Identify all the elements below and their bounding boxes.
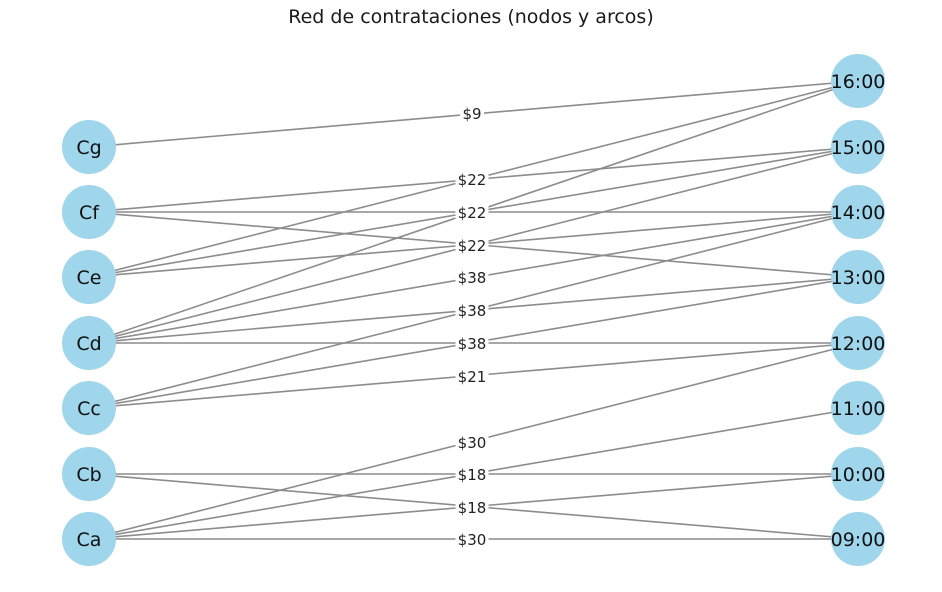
edge-label-text: $30 [458, 531, 487, 549]
node-circle [62, 120, 116, 174]
node-circle [831, 185, 885, 239]
node-circle [831, 316, 885, 370]
node-circle [62, 447, 116, 501]
node-label: Cf [79, 202, 100, 224]
node-0900: 09:00 [831, 512, 886, 566]
edge-label: $38 [455, 269, 489, 287]
node-circle [831, 447, 885, 501]
node-cb: Cb [62, 447, 116, 501]
edge-label: $30 [455, 434, 489, 452]
node-circle [831, 250, 885, 304]
node-label: Ce [77, 267, 102, 289]
edge-label-text: $22 [458, 204, 487, 222]
edge-label-text: $22 [458, 237, 487, 255]
node-circle [62, 185, 116, 239]
node-label: 16:00 [831, 71, 886, 93]
edge-label: $18 [455, 499, 489, 517]
edge-label: $38 [455, 302, 489, 320]
node-circle [62, 250, 116, 304]
edge-label-text: $38 [458, 335, 487, 353]
node-label: 12:00 [831, 333, 886, 355]
edge-label: $38 [455, 335, 489, 353]
node-label: 15:00 [831, 137, 886, 159]
edge-label-text: $18 [458, 499, 487, 517]
edge-label-text: $38 [458, 269, 487, 287]
edge-labels-layer: $9 $22 $22 $22 $38 $38 $38 $21 $30 $18 $18 $30 [455, 105, 489, 549]
node-circle [831, 381, 885, 435]
node-cf: Cf [62, 185, 116, 239]
node-label: 11:00 [831, 398, 886, 420]
node-label: 14:00 [831, 202, 886, 224]
edge-label-text: $30 [458, 434, 487, 452]
node-circle [62, 381, 116, 435]
edge-label-text: $38 [458, 302, 487, 320]
node-cg: Cg [62, 120, 116, 174]
diagram-title: Red de contrataciones (nodos y arcos) [288, 6, 654, 28]
node-label: Cb [76, 464, 101, 486]
edge-label: $21 [455, 368, 489, 386]
node-circle [62, 316, 116, 370]
node-1200: 12:00 [831, 316, 886, 370]
nodes-layer: Cg Cf Ce Cd Cc Cb Ca 16:00 15:00 14:00 13:00 12:00 1… [62, 54, 885, 566]
node-1300: 13:00 [831, 250, 886, 304]
edge-label: $22 [455, 237, 489, 255]
node-1500: 15:00 [831, 120, 886, 174]
node-1000: 10:00 [831, 447, 886, 501]
edge-label: $22 [455, 171, 489, 189]
node-label: Ca [77, 529, 102, 551]
node-circle [62, 512, 116, 566]
node-label: 09:00 [831, 529, 886, 551]
edge-label-text: $18 [458, 466, 487, 484]
node-label: 10:00 [831, 464, 886, 486]
edge-label-text: $9 [462, 105, 481, 123]
node-label: Cd [76, 333, 101, 355]
edge-label-text: $22 [458, 171, 487, 189]
edge-label: $18 [455, 466, 489, 484]
node-label: Cg [76, 137, 101, 159]
node-circle [831, 120, 885, 174]
node-1400: 14:00 [831, 185, 886, 239]
edge-label: $22 [455, 204, 489, 222]
node-ca: Ca [62, 512, 116, 566]
node-circle [831, 512, 885, 566]
node-label: Cc [77, 398, 101, 420]
node-cd: Cd [62, 316, 116, 370]
node-label: 13:00 [831, 267, 886, 289]
node-1600: 16:00 [831, 54, 886, 108]
edge-label-text: $21 [458, 368, 487, 386]
edge-label: $9 [460, 105, 484, 123]
edge-label: $30 [455, 531, 489, 549]
node-cc: Cc [62, 381, 116, 435]
node-circle [831, 54, 885, 108]
node-1100: 11:00 [831, 381, 886, 435]
node-ce: Ce [62, 250, 116, 304]
